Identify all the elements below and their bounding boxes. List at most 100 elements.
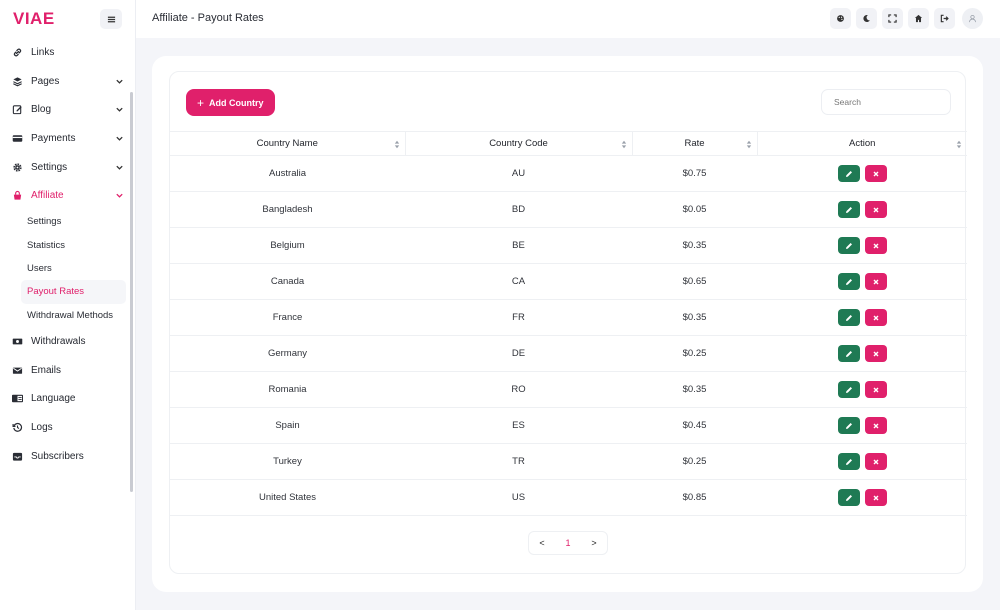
edit-button[interactable] [837, 345, 860, 362]
column-header-label: Country Name [256, 138, 318, 149]
cell-rate: $0.25 [632, 443, 757, 480]
history-icon [11, 421, 23, 433]
sidebar-item-language[interactable]: Language [0, 384, 130, 413]
sidebar-item-links[interactable]: Links [0, 38, 130, 67]
edit-button[interactable] [837, 417, 860, 434]
cell-country-name: Turkey [170, 443, 405, 480]
sidebar-item-emails[interactable]: Emails [0, 356, 130, 385]
chevron-down-icon [116, 165, 123, 170]
sidebar: VIAE Links Pages Blog Payments Settings [0, 0, 136, 610]
cell-country-name: Canada [170, 263, 405, 300]
sidebar-item-pages[interactable]: Pages [0, 67, 130, 96]
link-icon [11, 46, 23, 58]
edit-button[interactable] [837, 237, 860, 254]
color-theme-button[interactable] [830, 8, 851, 29]
table-row: Australia AU $0.75 [170, 155, 967, 192]
chevron-down-icon [116, 79, 123, 84]
delete-button[interactable] [864, 237, 887, 254]
delete-button[interactable] [864, 165, 887, 182]
cell-actions [757, 263, 967, 300]
delete-button[interactable] [864, 381, 887, 398]
row-actions [837, 345, 887, 362]
pagination: < 1 > [528, 531, 608, 555]
chevron-down-icon [116, 108, 123, 113]
cell-rate: $0.25 [632, 335, 757, 372]
logout-button[interactable] [934, 8, 955, 29]
column-header-label: Country Code [489, 138, 548, 149]
user-avatar[interactable] [962, 8, 983, 29]
sidebar-item-subscribers[interactable]: Subscribers [0, 442, 130, 471]
sidebar-item-payments[interactable]: Payments [0, 124, 130, 153]
row-actions [837, 489, 887, 506]
row-actions [837, 273, 887, 290]
dark-mode-button[interactable] [856, 8, 877, 29]
add-country-button[interactable]: + Add Country [186, 89, 275, 116]
column-header-action[interactable]: Action [756, 131, 967, 156]
edit-button[interactable] [837, 201, 860, 218]
search-input[interactable] [821, 89, 951, 115]
column-header-country-code[interactable]: Country Code [404, 131, 632, 156]
row-actions [837, 309, 887, 326]
edit-button[interactable] [837, 273, 860, 290]
pagination-prev-button[interactable]: < [539, 538, 545, 548]
cell-rate: $0.85 [632, 479, 757, 516]
pagination-next-button[interactable]: > [591, 538, 597, 548]
submenu-item-payout-rates[interactable]: Payout Rates [21, 280, 126, 304]
submenu-item-settings[interactable]: Settings [27, 216, 62, 228]
sidebar-item-affiliate[interactable]: Affiliate [0, 181, 130, 210]
delete-button[interactable] [864, 273, 887, 290]
table-row: Turkey TR $0.25 [170, 443, 967, 480]
cell-country-name: Belgium [170, 227, 405, 264]
edit-button[interactable] [837, 381, 860, 398]
pencil-icon [845, 170, 852, 177]
submenu-item-withdrawal-methods[interactable]: Withdrawal Methods [27, 309, 114, 321]
home-button[interactable] [908, 8, 929, 29]
edit-button[interactable] [837, 165, 860, 182]
edit-button[interactable] [837, 453, 860, 470]
delete-button[interactable] [864, 345, 887, 362]
sidebar-item-blog[interactable]: Blog [0, 95, 130, 124]
logo[interactable]: VIAE [13, 9, 55, 28]
cell-country-code: BD [405, 191, 632, 228]
cell-country-code: CA [405, 263, 632, 300]
table-row: Bangladesh BD $0.05 [170, 191, 967, 228]
delete-button[interactable] [864, 453, 887, 470]
pencil-icon [845, 278, 852, 285]
cell-rate: $0.05 [632, 191, 757, 228]
delete-button[interactable] [864, 417, 887, 434]
edit-button[interactable] [837, 309, 860, 326]
delete-button[interactable] [864, 309, 887, 326]
submenu-item-statistics[interactable]: Statistics [27, 239, 66, 251]
close-icon [873, 279, 878, 284]
column-header-country-name[interactable]: Country Name [170, 131, 405, 156]
sort-icon [956, 140, 962, 149]
pagination-page-current[interactable]: 1 [565, 538, 571, 548]
table-row: Belgium BE $0.35 [170, 227, 967, 264]
cell-rate: $0.35 [632, 227, 757, 264]
sidebar-item-label: Emails [31, 364, 62, 376]
edit-button[interactable] [837, 489, 860, 506]
cell-actions [757, 155, 967, 192]
sidebar-item-logs[interactable]: Logs [0, 413, 130, 442]
close-icon [873, 207, 878, 212]
pencil-icon [845, 386, 852, 393]
pencil-icon [845, 494, 852, 501]
sidebar-scrollbar[interactable] [130, 92, 133, 492]
row-actions [837, 165, 887, 182]
delete-button[interactable] [864, 201, 887, 218]
table-row: Canada CA $0.65 [170, 263, 967, 300]
submenu-item-users[interactable]: Users [27, 263, 52, 275]
sidebar-item-withdrawals[interactable]: Withdrawals [0, 327, 130, 356]
add-country-label: Add Country [209, 97, 264, 108]
menu-toggle-button[interactable] [100, 9, 122, 29]
cell-country-code: BE [405, 227, 632, 264]
table-row: United States US $0.85 [170, 479, 967, 516]
column-header-rate[interactable]: Rate [631, 131, 757, 156]
fullscreen-button[interactable] [882, 8, 903, 29]
sidebar-item-label: Payments [31, 132, 76, 144]
sidebar-item-settings[interactable]: Settings [0, 153, 130, 182]
hamburger-icon [107, 16, 115, 22]
close-icon [873, 243, 878, 248]
delete-button[interactable] [864, 489, 887, 506]
cell-country-code: US [405, 479, 632, 516]
